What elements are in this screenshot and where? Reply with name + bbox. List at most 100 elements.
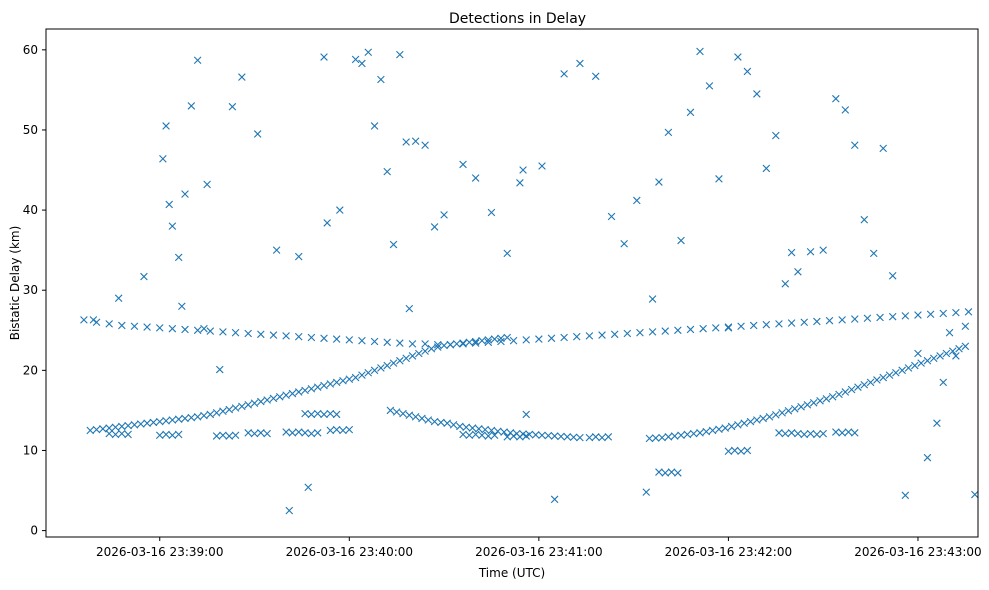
data-point-marker <box>727 422 736 431</box>
data-point-marker <box>250 399 259 407</box>
data-point-marker <box>168 416 177 424</box>
data-point-marker <box>326 380 335 388</box>
data-point-marker <box>140 272 148 281</box>
data-point-marker <box>538 162 546 170</box>
data-point-marker <box>633 196 641 205</box>
data-point-marker <box>708 426 717 435</box>
data-point-marker <box>509 336 518 345</box>
data-point-marker <box>364 48 373 57</box>
data-point-marker <box>576 433 584 442</box>
data-point-marker <box>345 425 354 434</box>
data-point-marker <box>876 313 884 322</box>
data-point-marker <box>124 430 132 439</box>
data-point-marker <box>591 72 600 81</box>
data-point-marker <box>430 223 439 231</box>
data-point-marker <box>800 318 809 327</box>
data-point-marker <box>686 325 695 334</box>
data-point-marker <box>841 106 850 114</box>
data-point-marker <box>933 419 941 428</box>
data-point-marker <box>257 397 265 406</box>
data-point-marker <box>421 340 429 348</box>
data-point-marker <box>225 405 234 414</box>
data-point-marker <box>219 431 227 440</box>
data-point-marker <box>689 429 698 438</box>
data-point-marker <box>655 178 663 186</box>
data-point-marker <box>822 394 831 403</box>
data-point-marker <box>238 73 246 81</box>
data-point-marker <box>762 164 771 173</box>
data-point-marker <box>661 469 670 477</box>
data-point-marker <box>753 416 761 424</box>
data-point-marker <box>775 320 783 328</box>
data-point-marker <box>383 167 391 176</box>
x-axis: 2026-03-16 23:39:00 2026-03-16 23:40:00 20… <box>96 537 982 559</box>
data-point-marker <box>550 432 559 440</box>
data-point-marker <box>118 429 126 438</box>
data-point-marker <box>803 401 812 409</box>
data-point-marker <box>471 337 480 346</box>
data-point-marker <box>835 390 843 399</box>
data-point-marker <box>610 330 619 339</box>
data-point-marker <box>339 376 347 385</box>
data-point-marker <box>136 420 145 428</box>
data-point-marker <box>459 339 467 347</box>
data-point-marker <box>301 409 309 418</box>
data-point-marker <box>181 325 189 334</box>
data-point-marker <box>294 388 303 396</box>
data-point-marker <box>787 319 796 327</box>
data-point-marker <box>850 141 859 149</box>
y-tick-label: 50 <box>23 123 38 137</box>
data-point-marker <box>620 239 628 248</box>
data-point-marker <box>389 359 398 367</box>
data-point-marker <box>301 386 309 395</box>
data-point-marker <box>118 321 126 330</box>
data-point-marker <box>396 50 404 59</box>
data-point-marker <box>686 108 695 117</box>
data-point-marker <box>162 430 170 439</box>
data-point-marker <box>670 432 679 440</box>
data-point-marker <box>544 431 553 440</box>
data-point-marker <box>784 407 793 415</box>
data-point-marker <box>667 468 676 476</box>
data-point-marker <box>572 332 581 341</box>
data-point-marker <box>892 368 900 377</box>
data-point-marker <box>471 174 480 182</box>
data-point-marker <box>433 340 442 349</box>
data-point-marker <box>345 336 354 344</box>
data-point-marker <box>655 468 663 476</box>
data-point-marker <box>269 394 278 403</box>
data-point-marker <box>503 433 512 441</box>
data-point-marker <box>320 53 328 61</box>
data-point-marker <box>749 321 758 330</box>
data-point-marker <box>130 421 139 429</box>
data-point-marker <box>737 447 745 456</box>
data-point-marker <box>898 366 906 375</box>
data-point-marker <box>162 122 170 130</box>
data-point-marker <box>174 430 183 439</box>
data-point-marker <box>775 429 783 437</box>
data-point-marker <box>427 344 436 353</box>
data-point-marker <box>471 430 480 439</box>
data-point-marker <box>778 409 786 417</box>
data-point-marker <box>386 406 395 415</box>
data-point-marker <box>345 375 354 383</box>
data-point-marker <box>753 90 761 98</box>
data-point-marker <box>165 200 174 209</box>
data-point-marker <box>304 483 313 492</box>
data-point-marker <box>320 334 328 343</box>
data-point-marker <box>257 429 265 437</box>
data-point-marker <box>696 47 704 56</box>
data-point-marker <box>168 431 177 440</box>
data-point-marker <box>111 423 120 432</box>
data-point-marker <box>206 410 215 419</box>
data-point-marker <box>948 347 957 355</box>
data-point-marker <box>929 354 938 363</box>
data-point-marker <box>159 155 167 163</box>
data-point-marker <box>408 352 417 360</box>
data-point-marker <box>332 410 341 419</box>
data-point-marker <box>844 428 853 436</box>
data-point-marker <box>168 222 177 230</box>
data-point-marker <box>307 429 316 438</box>
data-point-marker <box>358 371 366 379</box>
